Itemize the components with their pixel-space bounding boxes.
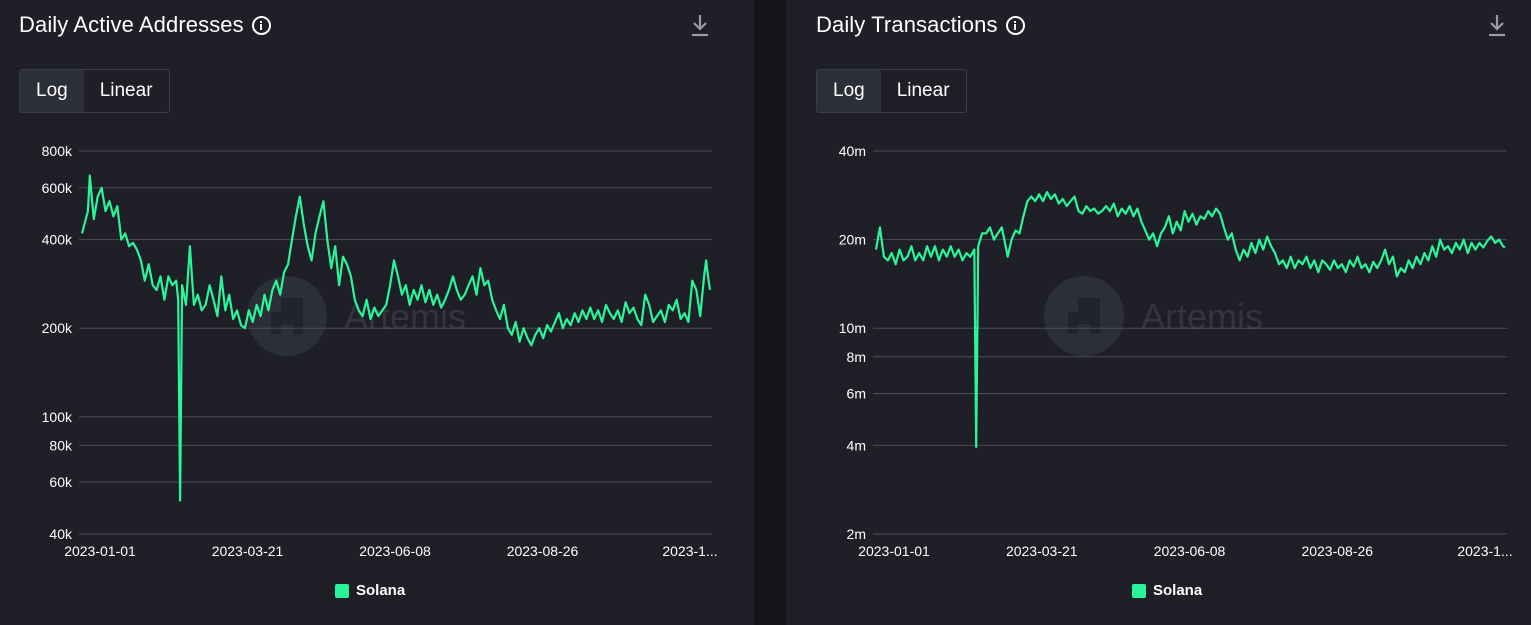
x-tick-label: 2023-01-01 <box>64 543 136 559</box>
legend-swatch <box>1132 583 1146 598</box>
title-row: Daily Active Addresses <box>19 12 271 38</box>
x-tick-label: 2023-01-01 <box>858 543 930 559</box>
artemis-watermark: Artemis <box>247 276 466 356</box>
artemis-watermark: Artemis <box>1044 276 1263 356</box>
x-tick-label: 2023-03-21 <box>212 543 284 559</box>
legend-label: Solana <box>1153 582 1203 599</box>
legend-swatch <box>335 583 349 598</box>
log-scale-button[interactable]: Log <box>817 70 881 112</box>
chart-title: Daily Transactions <box>816 12 998 37</box>
chart-title: Daily Active Addresses <box>19 12 244 37</box>
y-tick-label: 200k <box>42 320 73 336</box>
x-tick-label: 2023-1... <box>662 543 717 559</box>
x-tick-label: 2023-08-26 <box>507 543 579 559</box>
x-tick-label: 2023-06-08 <box>359 543 431 559</box>
legend[interactable]: Solana <box>335 582 405 599</box>
download-icon[interactable] <box>1488 14 1506 38</box>
daily-transactions-panel: Daily Transactions Log Linear Artemis 40m… <box>786 0 1531 625</box>
y-tick-label: 40k <box>49 526 73 542</box>
x-tick-label: 2023-06-08 <box>1154 543 1226 559</box>
x-tick-label: 2023-08-26 <box>1301 543 1373 559</box>
legend[interactable]: Solana <box>1132 582 1202 599</box>
y-tick-label: 4m <box>847 437 866 453</box>
y-tick-label: 60k <box>49 474 73 490</box>
y-tick-label: 80k <box>49 437 73 453</box>
log-scale-button[interactable]: Log <box>20 70 84 112</box>
scale-toggle: Log Linear <box>816 69 967 113</box>
legend-label: Solana <box>356 582 406 599</box>
x-tick-label: 2023-1... <box>1457 543 1512 559</box>
daily-active-addresses-panel: Daily Active Addresses Log Linear Artemi… <box>0 0 754 625</box>
y-tick-label: 600k <box>42 180 73 196</box>
watermark-text: Artemis <box>1141 296 1263 337</box>
y-tick-label: 800k <box>42 143 73 159</box>
daily-active-addresses-chart: Artemis800k600k400k200k100k80k60k40k2023… <box>42 143 718 559</box>
y-tick-label: 10m <box>839 320 866 336</box>
y-tick-label: 100k <box>42 409 73 425</box>
watermark-text: Artemis <box>344 296 466 337</box>
scale-toggle: Log Linear <box>19 69 170 113</box>
y-tick-label: 8m <box>847 349 866 365</box>
title-row: Daily Transactions <box>816 12 1025 38</box>
series-line-solana[interactable] <box>80 174 712 502</box>
linear-scale-button[interactable]: Linear <box>896 80 950 101</box>
y-tick-label: 20m <box>839 232 866 248</box>
linear-scale-button[interactable]: Linear <box>99 80 153 101</box>
y-tick-label: 6m <box>847 386 866 402</box>
y-tick-label: 2m <box>847 526 866 542</box>
y-tick-label: 40m <box>839 143 866 159</box>
info-icon[interactable] <box>1005 15 1025 35</box>
info-icon[interactable] <box>251 15 271 35</box>
x-tick-label: 2023-03-21 <box>1006 543 1078 559</box>
y-tick-label: 400k <box>42 232 73 248</box>
series-line-solana[interactable] <box>874 191 1506 449</box>
download-icon[interactable] <box>691 14 709 38</box>
